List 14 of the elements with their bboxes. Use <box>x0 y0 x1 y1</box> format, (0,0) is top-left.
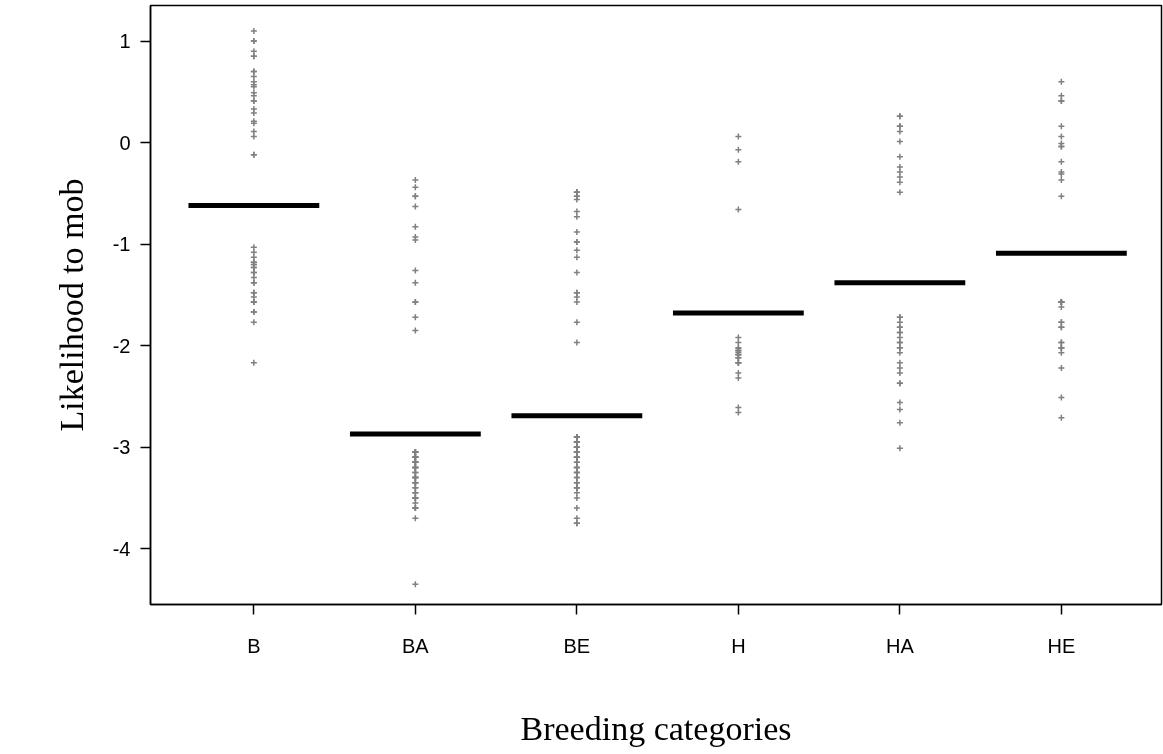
y-tick-label: -2 <box>112 334 131 357</box>
x-tick-label: HE <box>1047 634 1076 657</box>
x-tick-label: HA <box>885 634 915 657</box>
y-tick-label: -3 <box>112 436 131 459</box>
y-tick-label: 0 <box>119 131 131 154</box>
x-tick-label: B <box>247 634 261 657</box>
y-tick-label: -4 <box>112 537 131 560</box>
y-tick-label: -1 <box>112 233 131 256</box>
x-axis-title: Breeding categories <box>520 709 792 747</box>
y-axis-title: Likelihood to mob <box>52 178 90 432</box>
y-tick-label: 1 <box>119 30 131 53</box>
x-tick-label: BE <box>563 634 591 657</box>
x-tick-label: BA <box>402 634 430 657</box>
x-tick-label: H <box>731 634 746 657</box>
